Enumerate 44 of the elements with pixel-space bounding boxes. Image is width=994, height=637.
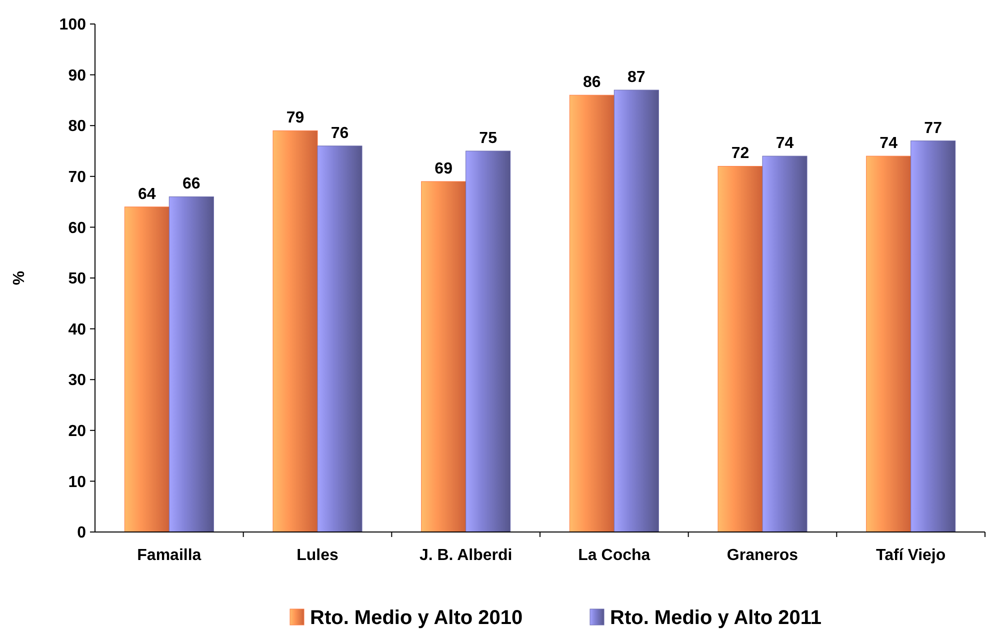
- y-tick-label: 60: [68, 220, 86, 237]
- data-label: 69: [434, 160, 453, 178]
- data-label: 86: [583, 74, 601, 92]
- bar: [614, 90, 659, 532]
- y-tick-label: 70: [68, 169, 86, 186]
- data-label: 79: [286, 110, 304, 127]
- bar: [466, 150, 511, 532]
- data-label: 76: [330, 124, 349, 142]
- data-label: 74: [880, 135, 898, 152]
- bar: [718, 166, 763, 532]
- data-label: 77: [924, 120, 942, 137]
- y-tick-label: 100: [59, 16, 86, 34]
- x-tick-label: Famailla: [137, 547, 202, 564]
- y-tick-label: 20: [68, 423, 86, 440]
- legend-label: Rto. Medio y Alto 2011: [610, 607, 822, 629]
- bar: [421, 181, 466, 532]
- data-label: 66: [182, 176, 200, 193]
- data-label: 75: [479, 130, 498, 147]
- x-tick-label: Graneros: [726, 547, 798, 564]
- y-tick-label: 0: [77, 524, 86, 542]
- data-label: 64: [138, 186, 156, 203]
- bar: [866, 156, 912, 532]
- bar: [569, 94, 614, 532]
- bar: [272, 130, 318, 532]
- x-tick-label: Tafí Viejo: [876, 547, 946, 564]
- data-label: 87: [628, 69, 646, 86]
- data-label: 72: [731, 145, 750, 162]
- y-axis-title: %: [11, 270, 28, 286]
- y-tick-label: 30: [68, 372, 86, 390]
- bar: [124, 206, 170, 532]
- x-tick-label: Lules: [296, 547, 338, 564]
- x-tick-label: J. B. Alberdi: [419, 547, 512, 564]
- y-tick-label: 10: [68, 474, 86, 491]
- y-tick-label: 50: [68, 270, 86, 288]
- bar: [168, 196, 214, 532]
- legend-label: Rto. Medio y Alto 2010: [310, 607, 523, 629]
- y-tick-label: 40: [68, 321, 86, 338]
- data-label: 74: [776, 135, 794, 152]
- bar: [317, 146, 362, 532]
- x-tick-label: La Cocha: [578, 547, 650, 564]
- bar: [762, 156, 808, 532]
- y-tick-label: 90: [68, 67, 86, 84]
- y-tick-label: 80: [68, 118, 86, 136]
- bar: [910, 140, 956, 532]
